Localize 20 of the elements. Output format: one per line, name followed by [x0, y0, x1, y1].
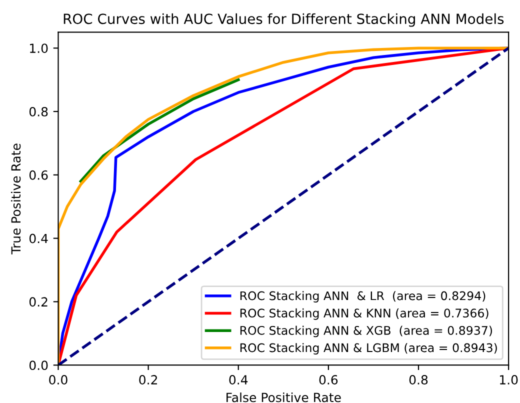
- legend-label: ROC Stacking ANN & XGB (area = 0.8937): [240, 326, 492, 338]
- x-tick-label: 0.2: [139, 375, 157, 385]
- y-axis-title: True Positive Rate: [10, 144, 21, 254]
- x-tick-label: 0.8: [409, 375, 428, 385]
- y-tick-label: 0.6: [29, 170, 48, 180]
- x-tick-label: 0.6: [319, 375, 338, 385]
- x-tick-label: 1.0: [500, 375, 518, 385]
- legend-label: ROC Stacking ANN & KNN (area = 0.7366): [240, 308, 488, 320]
- legend-label: ROC Stacking ANN & LGBM (area = 0.8943): [240, 343, 497, 354]
- legend-label: ROC Stacking ANN & LR (area = 0.8294): [240, 291, 486, 303]
- chart-title: ROC Curves with AUC Values for Different Stacking ANN Models: [64, 13, 504, 27]
- line-series: [79, 78, 240, 183]
- x-tick-label: 0.0: [49, 375, 68, 385]
- y-tick-label: 1.0: [30, 44, 48, 54]
- x-tick-label: 0.4: [229, 375, 248, 385]
- y-tick-label: 0.8: [29, 106, 48, 116]
- y-tick-label: 0.2: [29, 297, 48, 307]
- y-tick-label: 0.4: [29, 234, 48, 244]
- x-axis-title: False Positive Rate: [226, 392, 341, 402]
- y-tick-label: 0.0: [29, 360, 48, 370]
